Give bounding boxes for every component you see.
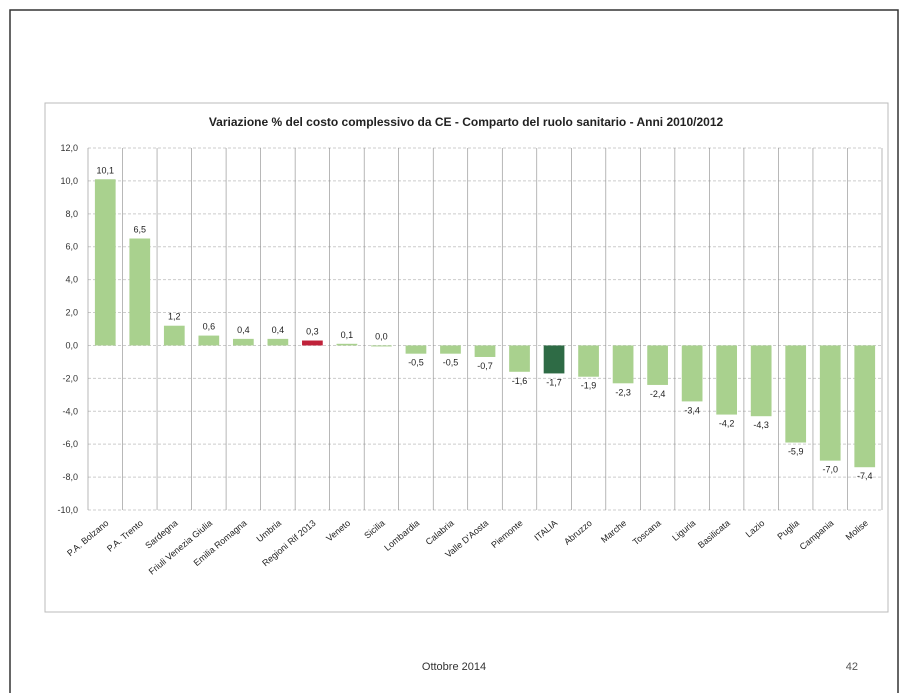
bar <box>371 345 392 347</box>
value-label: -1,7 <box>546 377 562 387</box>
value-label: -1,9 <box>581 381 597 391</box>
bar <box>647 345 668 385</box>
y-tick-label: -4,0 <box>62 406 78 416</box>
value-label: -4,2 <box>719 419 735 429</box>
y-tick-label: -6,0 <box>62 439 78 449</box>
bar <box>750 345 772 417</box>
bar <box>819 345 841 461</box>
value-label: -3,4 <box>684 405 700 415</box>
y-tick-label: 10,0 <box>60 176 78 186</box>
value-label: 0,1 <box>341 330 354 340</box>
value-label: 10,1 <box>96 165 114 175</box>
bar <box>578 345 599 377</box>
value-label: -5,9 <box>788 447 804 457</box>
y-tick-label: 4,0 <box>65 275 78 285</box>
bar <box>129 238 151 346</box>
bar <box>854 345 876 468</box>
value-label: -2,4 <box>650 389 666 399</box>
value-label: 0,4 <box>272 325 285 335</box>
value-label: -7,4 <box>857 471 873 481</box>
bar <box>232 338 254 346</box>
chart-frame <box>44 102 889 613</box>
footer-date: Ottobre 2014 <box>422 661 486 673</box>
bar <box>543 345 565 374</box>
y-tick-label: 12,0 <box>60 143 78 153</box>
y-tick-label: 0,0 <box>65 340 78 350</box>
bar <box>405 345 427 354</box>
bar <box>198 335 220 346</box>
value-label: 0,0 <box>375 331 388 341</box>
bar <box>612 345 634 384</box>
bar <box>681 345 703 402</box>
value-label: 1,2 <box>168 312 181 322</box>
bar <box>785 345 807 443</box>
value-label: 0,3 <box>306 327 319 337</box>
value-label: -7,0 <box>822 465 838 475</box>
y-tick-label: -2,0 <box>62 373 78 383</box>
y-tick-label: 6,0 <box>65 242 78 252</box>
value-label: 0,4 <box>237 325 250 335</box>
value-label: 0,6 <box>203 322 216 332</box>
bar <box>267 338 289 346</box>
value-label: -4,3 <box>753 420 769 430</box>
slide-frame <box>9 9 899 698</box>
y-tick-label: -10,0 <box>57 505 78 515</box>
bar <box>716 345 738 415</box>
value-label: -0,5 <box>408 358 424 368</box>
bar <box>163 325 185 346</box>
value-label: -1,6 <box>512 376 528 386</box>
bar <box>94 179 116 346</box>
value-label: 6,5 <box>134 225 147 235</box>
bar <box>440 345 461 354</box>
chart-title: Variazione % del costo complessivo da CE… <box>209 115 724 129</box>
bar <box>509 345 530 372</box>
value-label: -0,7 <box>477 361 493 371</box>
bar <box>302 340 323 346</box>
y-tick-label: 8,0 <box>65 209 78 219</box>
bar <box>474 345 496 357</box>
page-number: 42 <box>846 661 858 673</box>
y-tick-label: -8,0 <box>62 472 78 482</box>
y-tick-label: 2,0 <box>65 308 78 318</box>
bar <box>336 343 358 346</box>
value-label: -0,5 <box>443 358 459 368</box>
value-label: -2,3 <box>615 387 631 397</box>
